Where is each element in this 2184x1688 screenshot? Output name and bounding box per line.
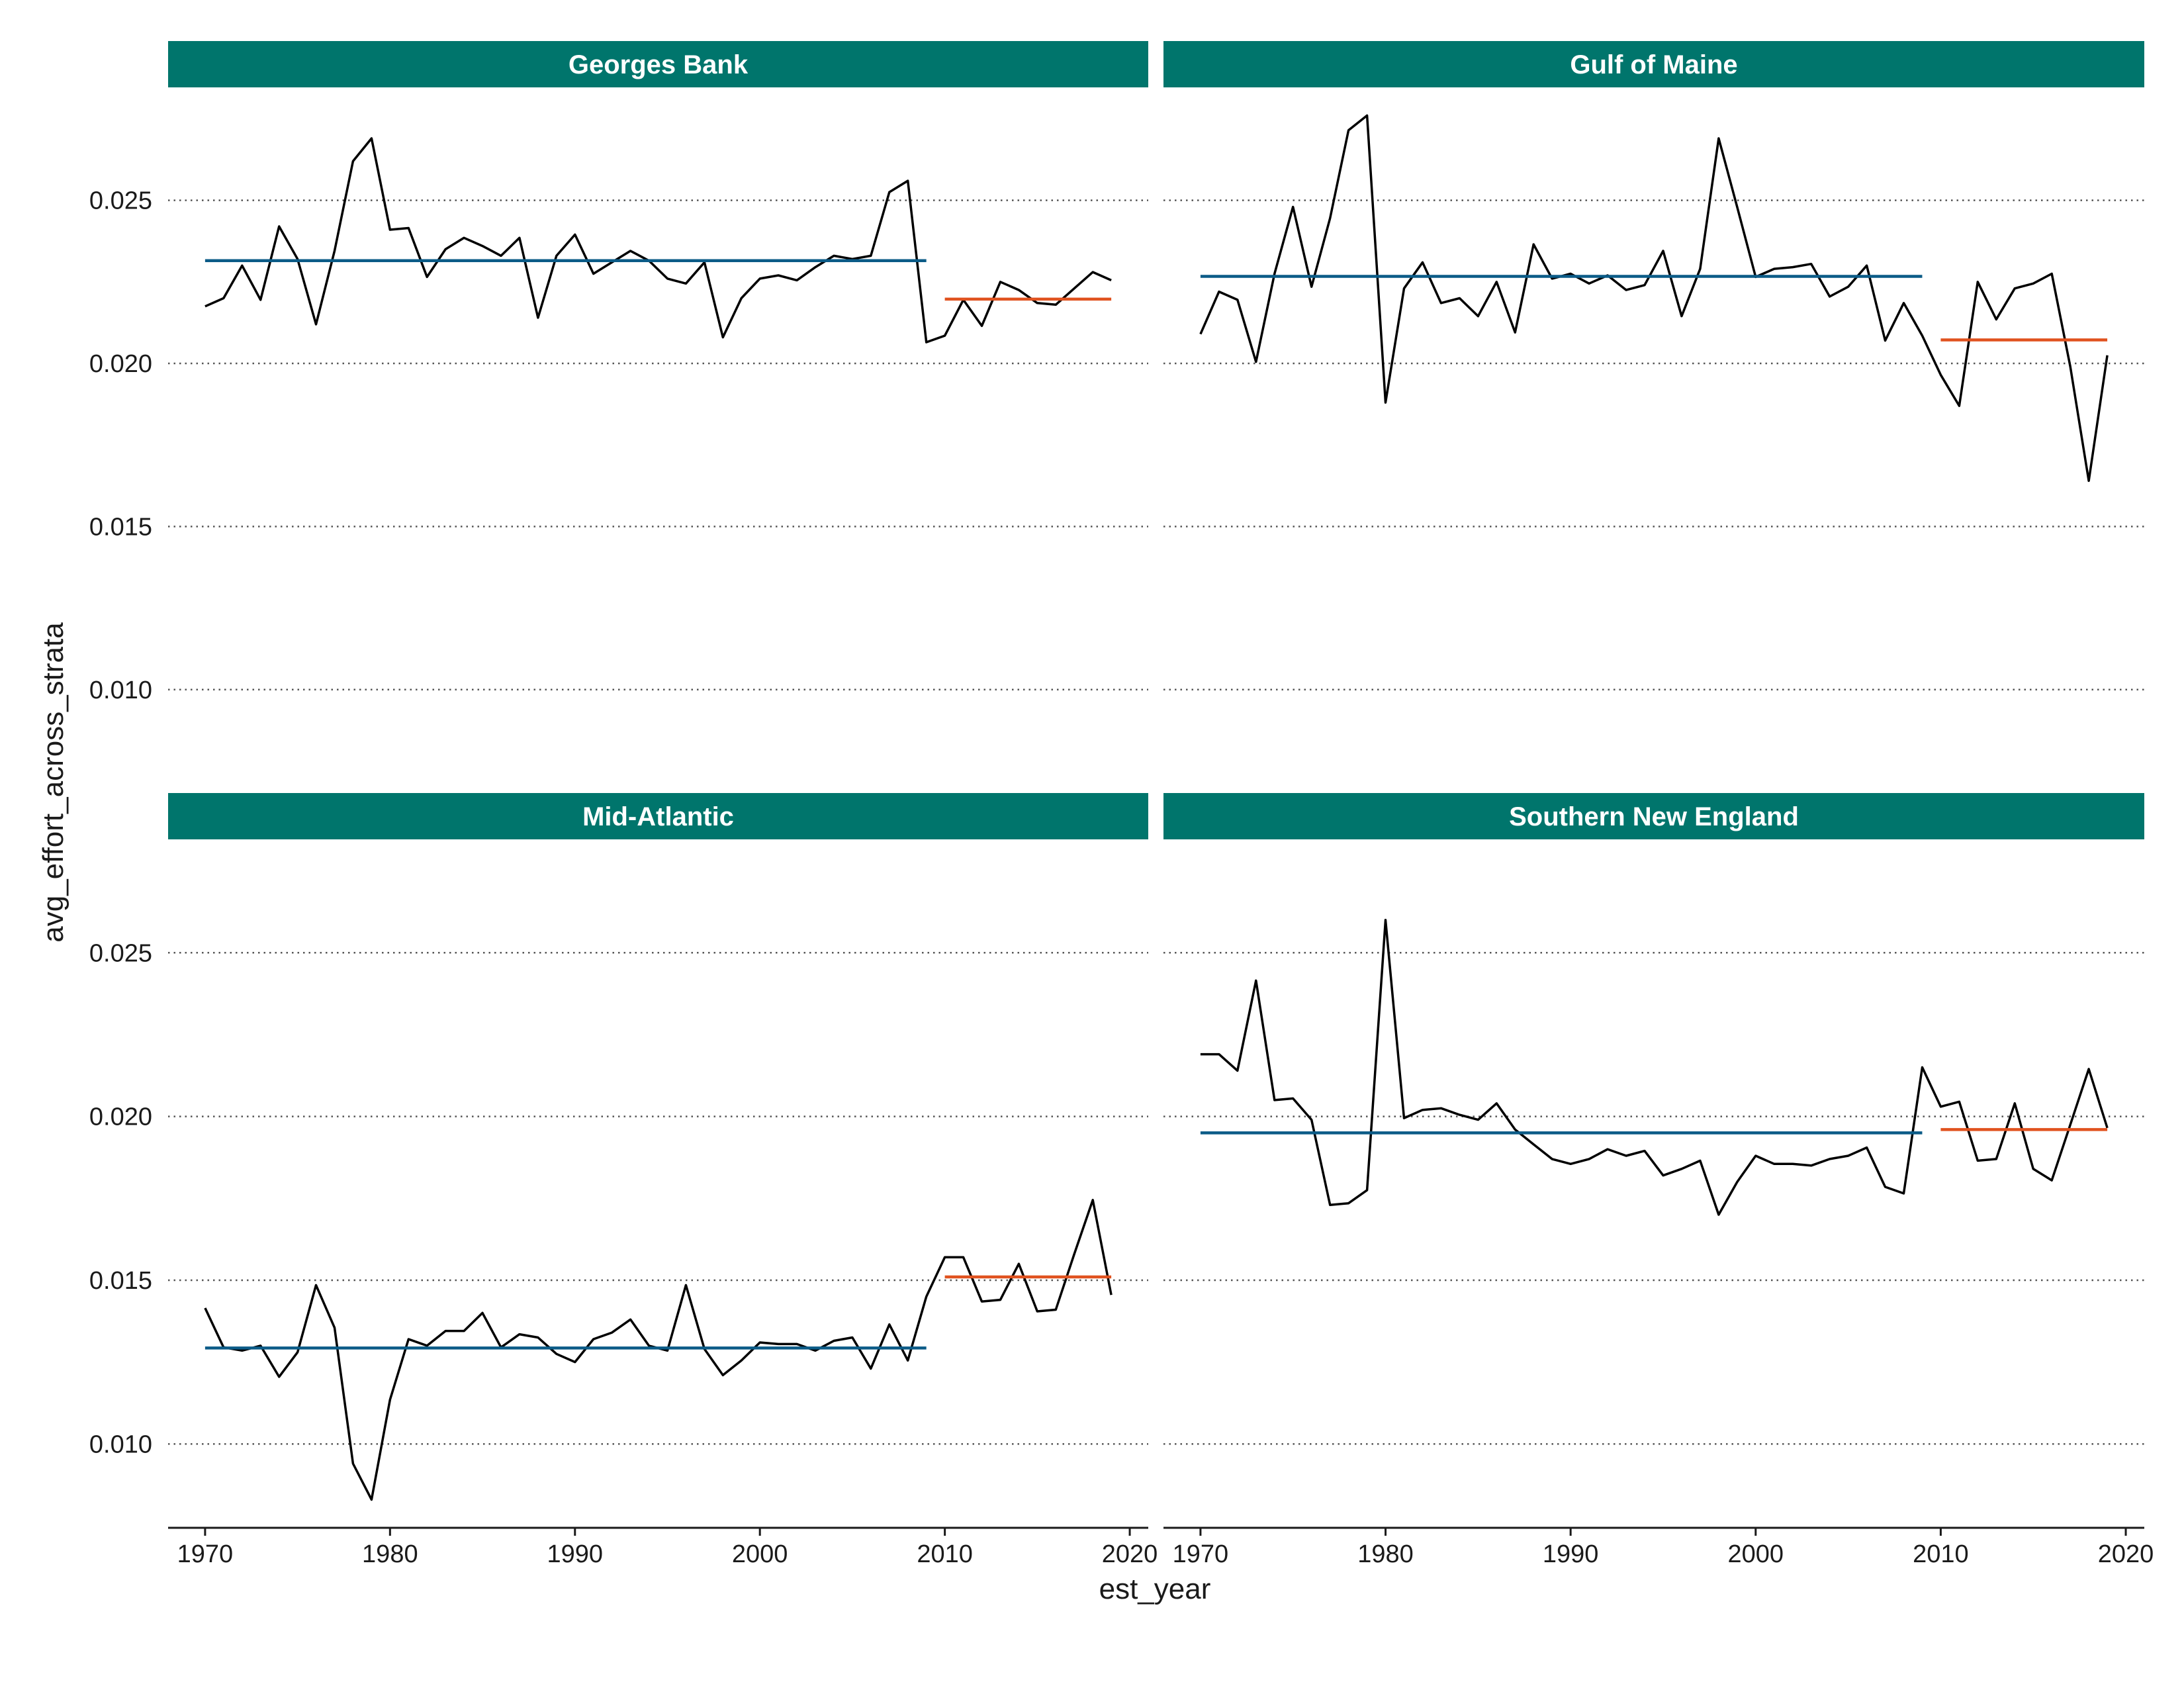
axes-layer: 0.010 0.015 0.020 0.025 0.010 0.015 0.020 0.025… xyxy=(89,187,2154,1568)
x-tick-label: 2020 xyxy=(2098,1540,2154,1568)
x-tick-label: 2020 xyxy=(1102,1540,1158,1568)
x-tick-label: 1980 xyxy=(362,1540,418,1568)
x-tick-label: 1970 xyxy=(1173,1540,1229,1568)
y-tick-label: 0.010 xyxy=(89,677,152,704)
y-tick-label: 0.025 xyxy=(89,187,152,215)
series-line xyxy=(1200,919,2109,1216)
y-tick-label: 0.020 xyxy=(89,350,152,378)
y-axis-title: avg_effort_across_strata xyxy=(37,622,69,943)
x-axis-title: est_year xyxy=(1099,1573,1211,1605)
y-tick-label: 0.010 xyxy=(89,1430,152,1458)
panel-title: Georges Bank xyxy=(569,50,749,79)
panel-strip xyxy=(168,41,1148,87)
panel-title: Gulf of Maine xyxy=(1570,50,1737,79)
panel-title: Southern New England xyxy=(1509,802,1799,831)
panels-layer: Georges Bank Gulf of Maine Mid-Atlantic Sou… xyxy=(168,41,2144,1501)
panel-mid-atlantic: Mid-Atlantic xyxy=(168,793,1148,1501)
y-tick-label: 0.015 xyxy=(89,513,152,541)
y-tick-label: 0.025 xyxy=(89,939,152,967)
x-tick-label: 2010 xyxy=(1913,1540,1969,1568)
x-tick-label: 1990 xyxy=(547,1540,603,1568)
panel-strip xyxy=(168,793,1148,839)
panel-title: Mid-Atlantic xyxy=(582,802,734,831)
y-tick-label: 0.015 xyxy=(89,1267,152,1295)
series-line xyxy=(1199,114,2109,483)
y-tick-label: 0.020 xyxy=(89,1103,152,1131)
series-line xyxy=(205,137,1112,344)
panel-southern-new-england: Southern New England xyxy=(1163,793,2144,1445)
x-tick-label: 2010 xyxy=(917,1540,973,1568)
panel-strip xyxy=(1163,41,2144,87)
x-tick-label: 2000 xyxy=(732,1540,788,1568)
x-tick-label: 1980 xyxy=(1357,1540,1414,1568)
x-tick-label: 1970 xyxy=(177,1540,234,1568)
x-tick-label: 2000 xyxy=(1728,1540,1784,1568)
x-tick-label: 1990 xyxy=(1543,1540,1599,1568)
panel-georges-bank: Georges Bank xyxy=(168,41,1148,691)
panel-strip xyxy=(1163,793,2144,839)
panel-gulf-of-maine: Gulf of Maine xyxy=(1163,41,2144,691)
